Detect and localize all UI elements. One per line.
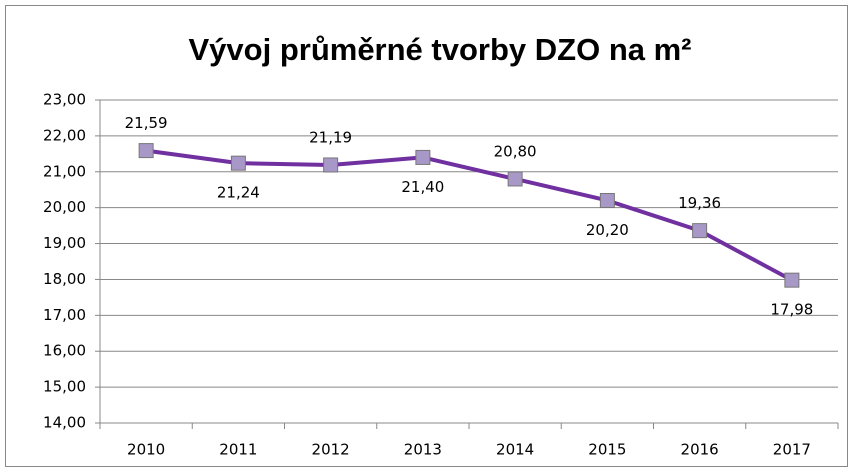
chart-title: Vývoj průměrné tvorby DZO na m² xyxy=(189,32,692,67)
x-tick-label: 2017 xyxy=(773,441,811,459)
data-label: 21,24 xyxy=(217,184,260,202)
chart-border xyxy=(5,5,848,467)
x-tick-label: 2013 xyxy=(404,441,442,459)
data-label: 19,36 xyxy=(678,194,721,212)
x-tick-label: 2011 xyxy=(219,441,257,459)
y-tick-label: 16,00 xyxy=(43,342,86,360)
data-label: 20,20 xyxy=(586,221,629,239)
data-label: 17,98 xyxy=(770,301,813,319)
marker xyxy=(230,155,246,171)
marker xyxy=(138,143,154,159)
y-tick-label: 20,00 xyxy=(43,198,86,216)
marker xyxy=(507,171,523,187)
marker xyxy=(692,223,708,239)
x-tick-label: 2012 xyxy=(312,441,350,459)
marker xyxy=(784,272,800,288)
y-tick-label: 19,00 xyxy=(43,234,86,252)
x-tick-label: 2016 xyxy=(681,441,719,459)
series-line xyxy=(145,148,793,282)
data-label: 21,59 xyxy=(125,114,168,132)
y-tick-label: 22,00 xyxy=(43,126,86,144)
marker xyxy=(415,149,431,165)
data-label: 21,19 xyxy=(309,128,352,146)
data-label: 21,40 xyxy=(401,178,444,196)
x-tick-label: 2015 xyxy=(588,441,626,459)
y-tick-label: 18,00 xyxy=(43,270,86,288)
marker xyxy=(599,192,615,208)
y-tick-label: 21,00 xyxy=(43,162,86,180)
x-tick-label: 2014 xyxy=(496,441,534,459)
y-tick-label: 23,00 xyxy=(43,91,86,109)
x-tick-label: 2010 xyxy=(127,441,165,459)
marker xyxy=(323,157,339,173)
y-tick-label: 17,00 xyxy=(43,306,86,324)
y-tick-label: 14,00 xyxy=(43,414,86,432)
y-tick-label: 15,00 xyxy=(43,378,86,396)
data-label: 20,80 xyxy=(494,142,537,160)
